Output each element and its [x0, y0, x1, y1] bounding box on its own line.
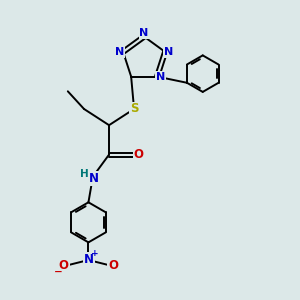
Text: +: +: [91, 249, 99, 258]
Text: H: H: [80, 169, 88, 179]
Text: O: O: [59, 259, 69, 272]
Text: N: N: [115, 47, 124, 57]
Text: O: O: [108, 259, 118, 272]
Text: N: N: [164, 47, 173, 57]
Text: N: N: [140, 28, 149, 38]
Text: −: −: [53, 267, 62, 277]
Text: N: N: [84, 253, 94, 266]
Text: S: S: [130, 103, 138, 116]
Text: N: N: [89, 172, 99, 185]
Text: N: N: [156, 72, 165, 82]
Text: O: O: [134, 148, 143, 161]
